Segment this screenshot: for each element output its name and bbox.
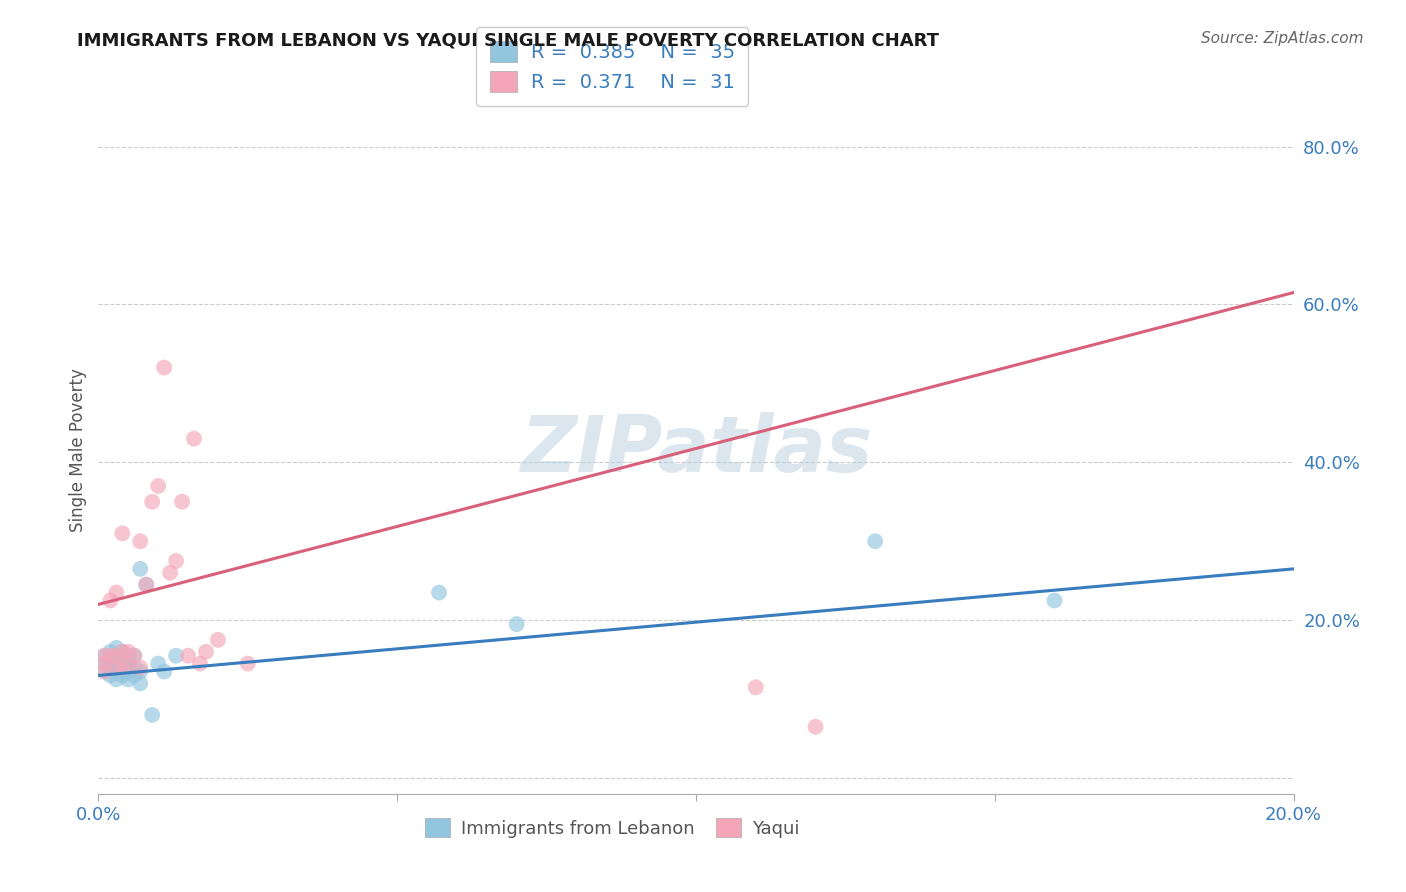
Point [153,360,176,375]
Point [111,526,134,541]
Point [98,668,122,682]
Point [117,648,139,663]
Point [172,495,194,509]
Text: IMMIGRANTS FROM LEBANON VS YAQUI SINGLE MALE POVERTY CORRELATION CHART: IMMIGRANTS FROM LEBANON VS YAQUI SINGLE … [77,31,939,49]
Point [195,645,218,659]
Point [98,653,122,667]
Point [148,479,170,493]
Point [98,648,122,663]
Point [124,660,146,674]
Point [165,648,187,663]
Point [93,665,115,679]
Point [111,645,134,659]
Point [427,585,450,599]
Point [105,648,128,663]
Point [135,577,157,591]
Point [98,593,122,607]
Point [1043,593,1066,607]
Point [111,660,134,674]
Point [105,648,128,663]
Point [117,657,139,671]
Point [129,676,152,690]
Point [183,432,205,446]
Point [111,668,134,682]
Point [153,665,176,679]
Point [117,665,139,679]
Point [98,645,122,659]
Legend: Immigrants from Lebanon, Yaqui: Immigrants from Lebanon, Yaqui [416,809,808,847]
Point [105,665,128,679]
Point [129,534,152,549]
Point [177,648,200,663]
Point [188,657,211,671]
Point [93,665,115,679]
Point [804,720,827,734]
Point [745,681,768,695]
Point [865,534,887,549]
Point [105,673,128,687]
Point [111,660,134,674]
Point [124,648,146,663]
Point [105,660,128,674]
Point [111,653,134,667]
Point [236,657,259,671]
Point [93,657,115,671]
Point [117,645,139,659]
Point [98,660,122,674]
Point [165,554,187,568]
Point [105,657,128,671]
Point [129,562,152,576]
Point [105,585,128,599]
Text: Source: ZipAtlas.com: Source: ZipAtlas.com [1201,31,1364,46]
Point [93,648,115,663]
Point [117,673,139,687]
Point [124,668,146,682]
Point [105,640,128,655]
Point [506,617,529,632]
Point [129,665,152,679]
Text: ZIPatlas: ZIPatlas [520,412,872,489]
Point [148,657,170,671]
Point [124,648,146,663]
Point [93,657,115,671]
Point [207,632,229,647]
Point [117,657,139,671]
Point [93,648,115,663]
Point [141,495,163,509]
Point [129,660,152,674]
Point [135,577,157,591]
Point [141,707,163,722]
Y-axis label: Single Male Poverty: Single Male Poverty [69,368,87,533]
Point [159,566,181,580]
Point [111,645,134,659]
